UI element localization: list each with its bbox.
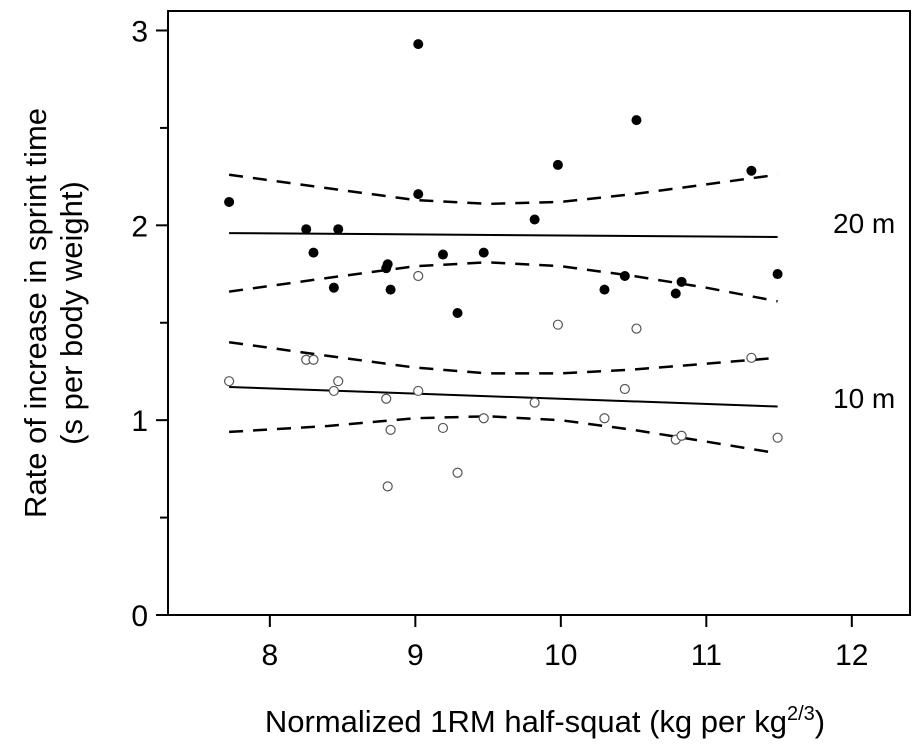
data-point-20m (746, 165, 757, 176)
ci-lower-10m (229, 415, 778, 455)
data-point-20m (437, 249, 448, 260)
data-point-20m (676, 276, 687, 287)
data-point-20m (452, 308, 463, 318)
data-point-20m (333, 224, 344, 235)
data-point-10m (452, 467, 463, 478)
data-point-10m (772, 432, 783, 443)
data-point-20m (552, 159, 563, 170)
data-point-20m (413, 39, 424, 50)
data-point-20m (670, 288, 681, 299)
y-axis-title-line1: Rate of increase in sprint time (18, 108, 53, 518)
data-point-10m (478, 413, 489, 424)
data-point-10m (552, 319, 564, 330)
data-point-20m (224, 196, 235, 207)
data-point-10m (599, 413, 610, 424)
x-tick-label: 12 (835, 639, 868, 672)
x-tick-label: 10 (544, 639, 577, 672)
data-point-20m (478, 247, 489, 258)
x-axis-title: Normalized 1RM half-squat (kg per kg2/3) (265, 703, 825, 739)
data-point-20m (413, 189, 424, 200)
ci-lower-20m (228, 261, 778, 303)
data-point-10m (382, 481, 393, 492)
plot-frame (167, 10, 911, 616)
data-point-20m (301, 224, 312, 235)
data-point-10m (224, 376, 235, 387)
data-point-20m (385, 284, 396, 295)
data-point-10m (328, 385, 339, 397)
y-tick-label: 0 (131, 600, 148, 633)
data-point-20m (529, 214, 540, 225)
data-point-20m (382, 259, 393, 270)
ci-upper-10m (228, 340, 778, 375)
data-point-10m (381, 393, 392, 404)
data-point-10m (333, 376, 344, 387)
y-axis: 0 1 2 3 (131, 15, 168, 633)
y-axis-title: Rate of increase in sprint time (s per b… (18, 108, 89, 518)
data-point-10m (631, 323, 642, 334)
fit-line-10m (229, 386, 778, 408)
data-point-10m (413, 385, 424, 397)
data-point-10m (529, 397, 540, 408)
data-point-20m (599, 284, 610, 295)
data-point-10m (437, 422, 449, 434)
data-point-20m (328, 282, 339, 293)
series-label-10m: 10 m (833, 383, 895, 414)
y-tick-label: 3 (131, 15, 148, 48)
data-point-10m (676, 430, 687, 441)
data-points (224, 39, 783, 492)
data-point-10m (308, 354, 319, 365)
x-tick-label: 11 (691, 639, 722, 672)
data-point-10m (619, 383, 630, 395)
x-tick-label: 9 (407, 639, 424, 672)
ci-upper-20m (228, 173, 778, 206)
data-point-20m (619, 270, 630, 281)
regression-lines (228, 173, 778, 455)
data-point-20m (772, 269, 783, 280)
y-tick-label: 2 (131, 210, 148, 243)
y-tick-label: 1 (131, 405, 148, 438)
x-tick-label: 8 (261, 639, 278, 672)
data-point-20m (308, 247, 319, 258)
x-axis-title-superscript: 2/3 (787, 703, 815, 725)
series-label-20m: 20 m (833, 208, 895, 239)
data-point-10m (746, 352, 757, 363)
fit-line-20m (229, 232, 778, 238)
y-axis-title-line2: (s per body weight) (54, 181, 89, 445)
x-axis: 8 9 10 11 12 (261, 615, 868, 672)
data-point-10m (385, 424, 396, 436)
data-point-10m (413, 270, 424, 282)
data-point-20m (631, 115, 642, 126)
